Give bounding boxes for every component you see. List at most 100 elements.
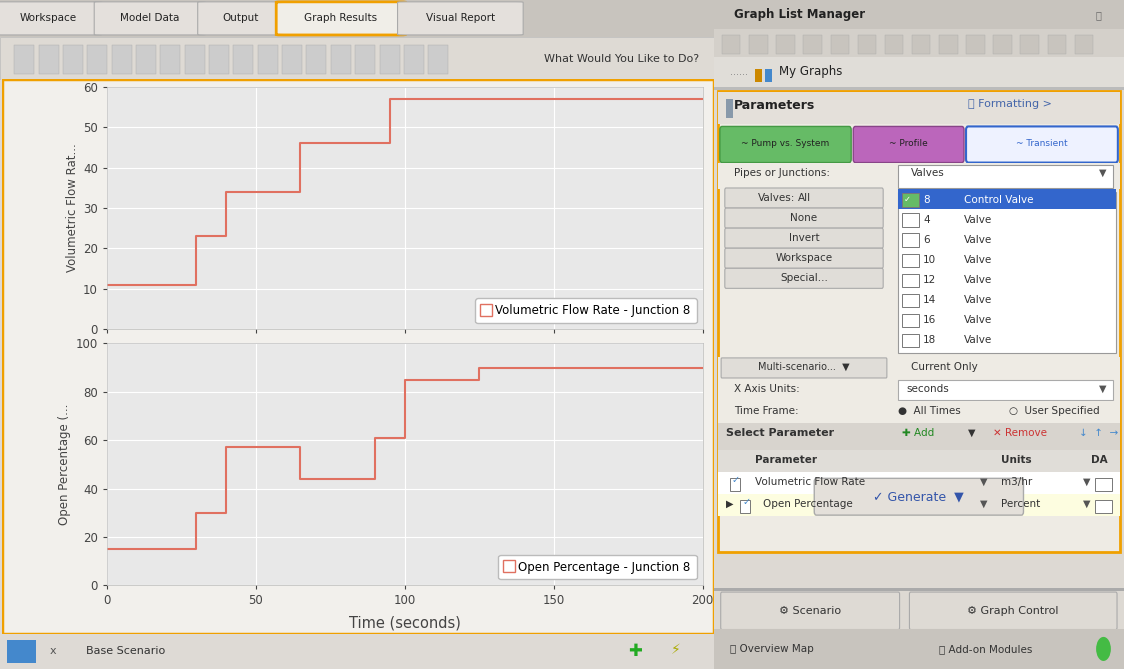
Text: ~ Transient: ~ Transient [1016, 138, 1068, 148]
Bar [63, 45, 83, 74]
Text: Valve: Valve [964, 215, 992, 225]
Bar [257, 45, 278, 74]
Text: 📋 Add-on Modules: 📋 Add-on Modules [940, 644, 1033, 654]
FancyBboxPatch shape [903, 233, 919, 247]
Text: 14: 14 [923, 295, 936, 305]
Bar [111, 45, 132, 74]
Text: ▼: ▼ [1082, 477, 1090, 487]
Y-axis label: Volumetric Flow Rat...: Volumetric Flow Rat... [65, 144, 79, 272]
X-axis label: Time (seconds): Time (seconds) [348, 615, 461, 631]
FancyBboxPatch shape [898, 192, 1116, 353]
Bar [718, 472, 1120, 494]
Bar [967, 35, 985, 54]
Text: ✓: ✓ [732, 475, 740, 485]
Bar [804, 35, 822, 54]
Bar [307, 45, 326, 74]
FancyBboxPatch shape [903, 254, 919, 267]
Bar [714, 87, 1124, 90]
Text: ✕ Remove: ✕ Remove [992, 428, 1046, 438]
FancyBboxPatch shape [725, 208, 883, 228]
FancyBboxPatch shape [903, 274, 919, 287]
Bar [898, 189, 1116, 209]
FancyBboxPatch shape [898, 380, 1113, 400]
Text: Model Data: Model Data [120, 13, 180, 23]
Text: Time Frame:: Time Frame: [734, 406, 799, 416]
Text: Parameters: Parameters [734, 99, 816, 112]
Text: ✚ Add: ✚ Add [903, 428, 935, 438]
Bar [714, 629, 1124, 669]
Text: 10: 10 [923, 255, 936, 265]
Bar [718, 494, 1120, 516]
FancyBboxPatch shape [94, 2, 206, 35]
Text: ~ Pump vs. System: ~ Pump vs. System [742, 138, 830, 148]
Text: 18: 18 [923, 335, 936, 345]
FancyBboxPatch shape [966, 126, 1118, 163]
Text: Graph Results: Graph Results [305, 13, 378, 23]
Text: All: All [797, 193, 810, 203]
FancyBboxPatch shape [903, 193, 919, 207]
Text: 🖥 Overview Map: 🖥 Overview Map [731, 644, 814, 654]
Text: Output: Output [223, 13, 259, 23]
Text: Control Valve: Control Valve [964, 195, 1033, 205]
FancyBboxPatch shape [898, 165, 1113, 188]
Text: None: None [790, 213, 817, 223]
FancyBboxPatch shape [725, 188, 883, 208]
Bar [1021, 35, 1039, 54]
Text: ●  All Times: ● All Times [898, 406, 961, 416]
Text: x: x [49, 646, 56, 656]
FancyBboxPatch shape [719, 126, 851, 163]
FancyBboxPatch shape [909, 592, 1117, 630]
Text: ✓: ✓ [904, 195, 910, 203]
Text: ▶: ▶ [726, 499, 734, 509]
Text: 4: 4 [923, 215, 930, 225]
FancyBboxPatch shape [740, 500, 750, 513]
Bar [1048, 35, 1066, 54]
FancyBboxPatch shape [903, 294, 919, 307]
FancyBboxPatch shape [814, 478, 1024, 515]
Bar [718, 401, 1120, 423]
Bar [136, 45, 156, 74]
Bar [755, 69, 762, 82]
Text: 8: 8 [923, 195, 930, 205]
Text: ✓: ✓ [742, 497, 750, 507]
Text: Volumetric Flow Rate: Volumetric Flow Rate [755, 477, 864, 487]
Text: What Would You Like to Do?: What Would You Like to Do? [544, 54, 699, 64]
Text: Parameter: Parameter [755, 455, 817, 465]
Bar [355, 45, 375, 74]
FancyBboxPatch shape [1095, 478, 1112, 491]
Text: ↓  ↑  →: ↓ ↑ → [1079, 428, 1118, 438]
Bar [722, 35, 741, 54]
Text: 16: 16 [923, 315, 936, 325]
Legend: Open Percentage - Junction 8: Open Percentage - Junction 8 [498, 555, 697, 579]
Text: seconds: seconds [907, 384, 950, 394]
Text: ▼: ▼ [980, 477, 988, 487]
Bar [282, 45, 302, 74]
FancyBboxPatch shape [853, 126, 964, 163]
FancyBboxPatch shape [277, 2, 406, 35]
Text: ▼: ▼ [1099, 384, 1107, 394]
Text: Visual Report: Visual Report [426, 13, 495, 23]
Bar [15, 45, 34, 74]
FancyBboxPatch shape [718, 91, 1120, 552]
Bar [749, 35, 768, 54]
Bar [38, 45, 58, 74]
Bar [858, 35, 876, 54]
FancyBboxPatch shape [720, 592, 899, 630]
Bar [726, 99, 733, 118]
Bar [161, 45, 180, 74]
Text: ✚: ✚ [628, 642, 642, 660]
Text: ⚡: ⚡ [671, 644, 681, 658]
FancyBboxPatch shape [198, 2, 284, 35]
Bar [714, 57, 1124, 87]
Text: ○  User Specified: ○ User Specified [1009, 406, 1099, 416]
Text: Valve: Valve [964, 315, 992, 325]
Text: Open Percentage: Open Percentage [763, 499, 853, 509]
Text: ▼: ▼ [1099, 168, 1107, 178]
Text: My Graphs: My Graphs [779, 65, 843, 78]
Text: Current Only: Current Only [910, 362, 978, 372]
Bar [718, 92, 1120, 124]
Text: Valve: Valve [964, 335, 992, 345]
Text: m3/hr: m3/hr [1000, 477, 1032, 487]
Text: ......: ...... [731, 67, 749, 76]
Text: Graph List Manager: Graph List Manager [734, 8, 865, 21]
